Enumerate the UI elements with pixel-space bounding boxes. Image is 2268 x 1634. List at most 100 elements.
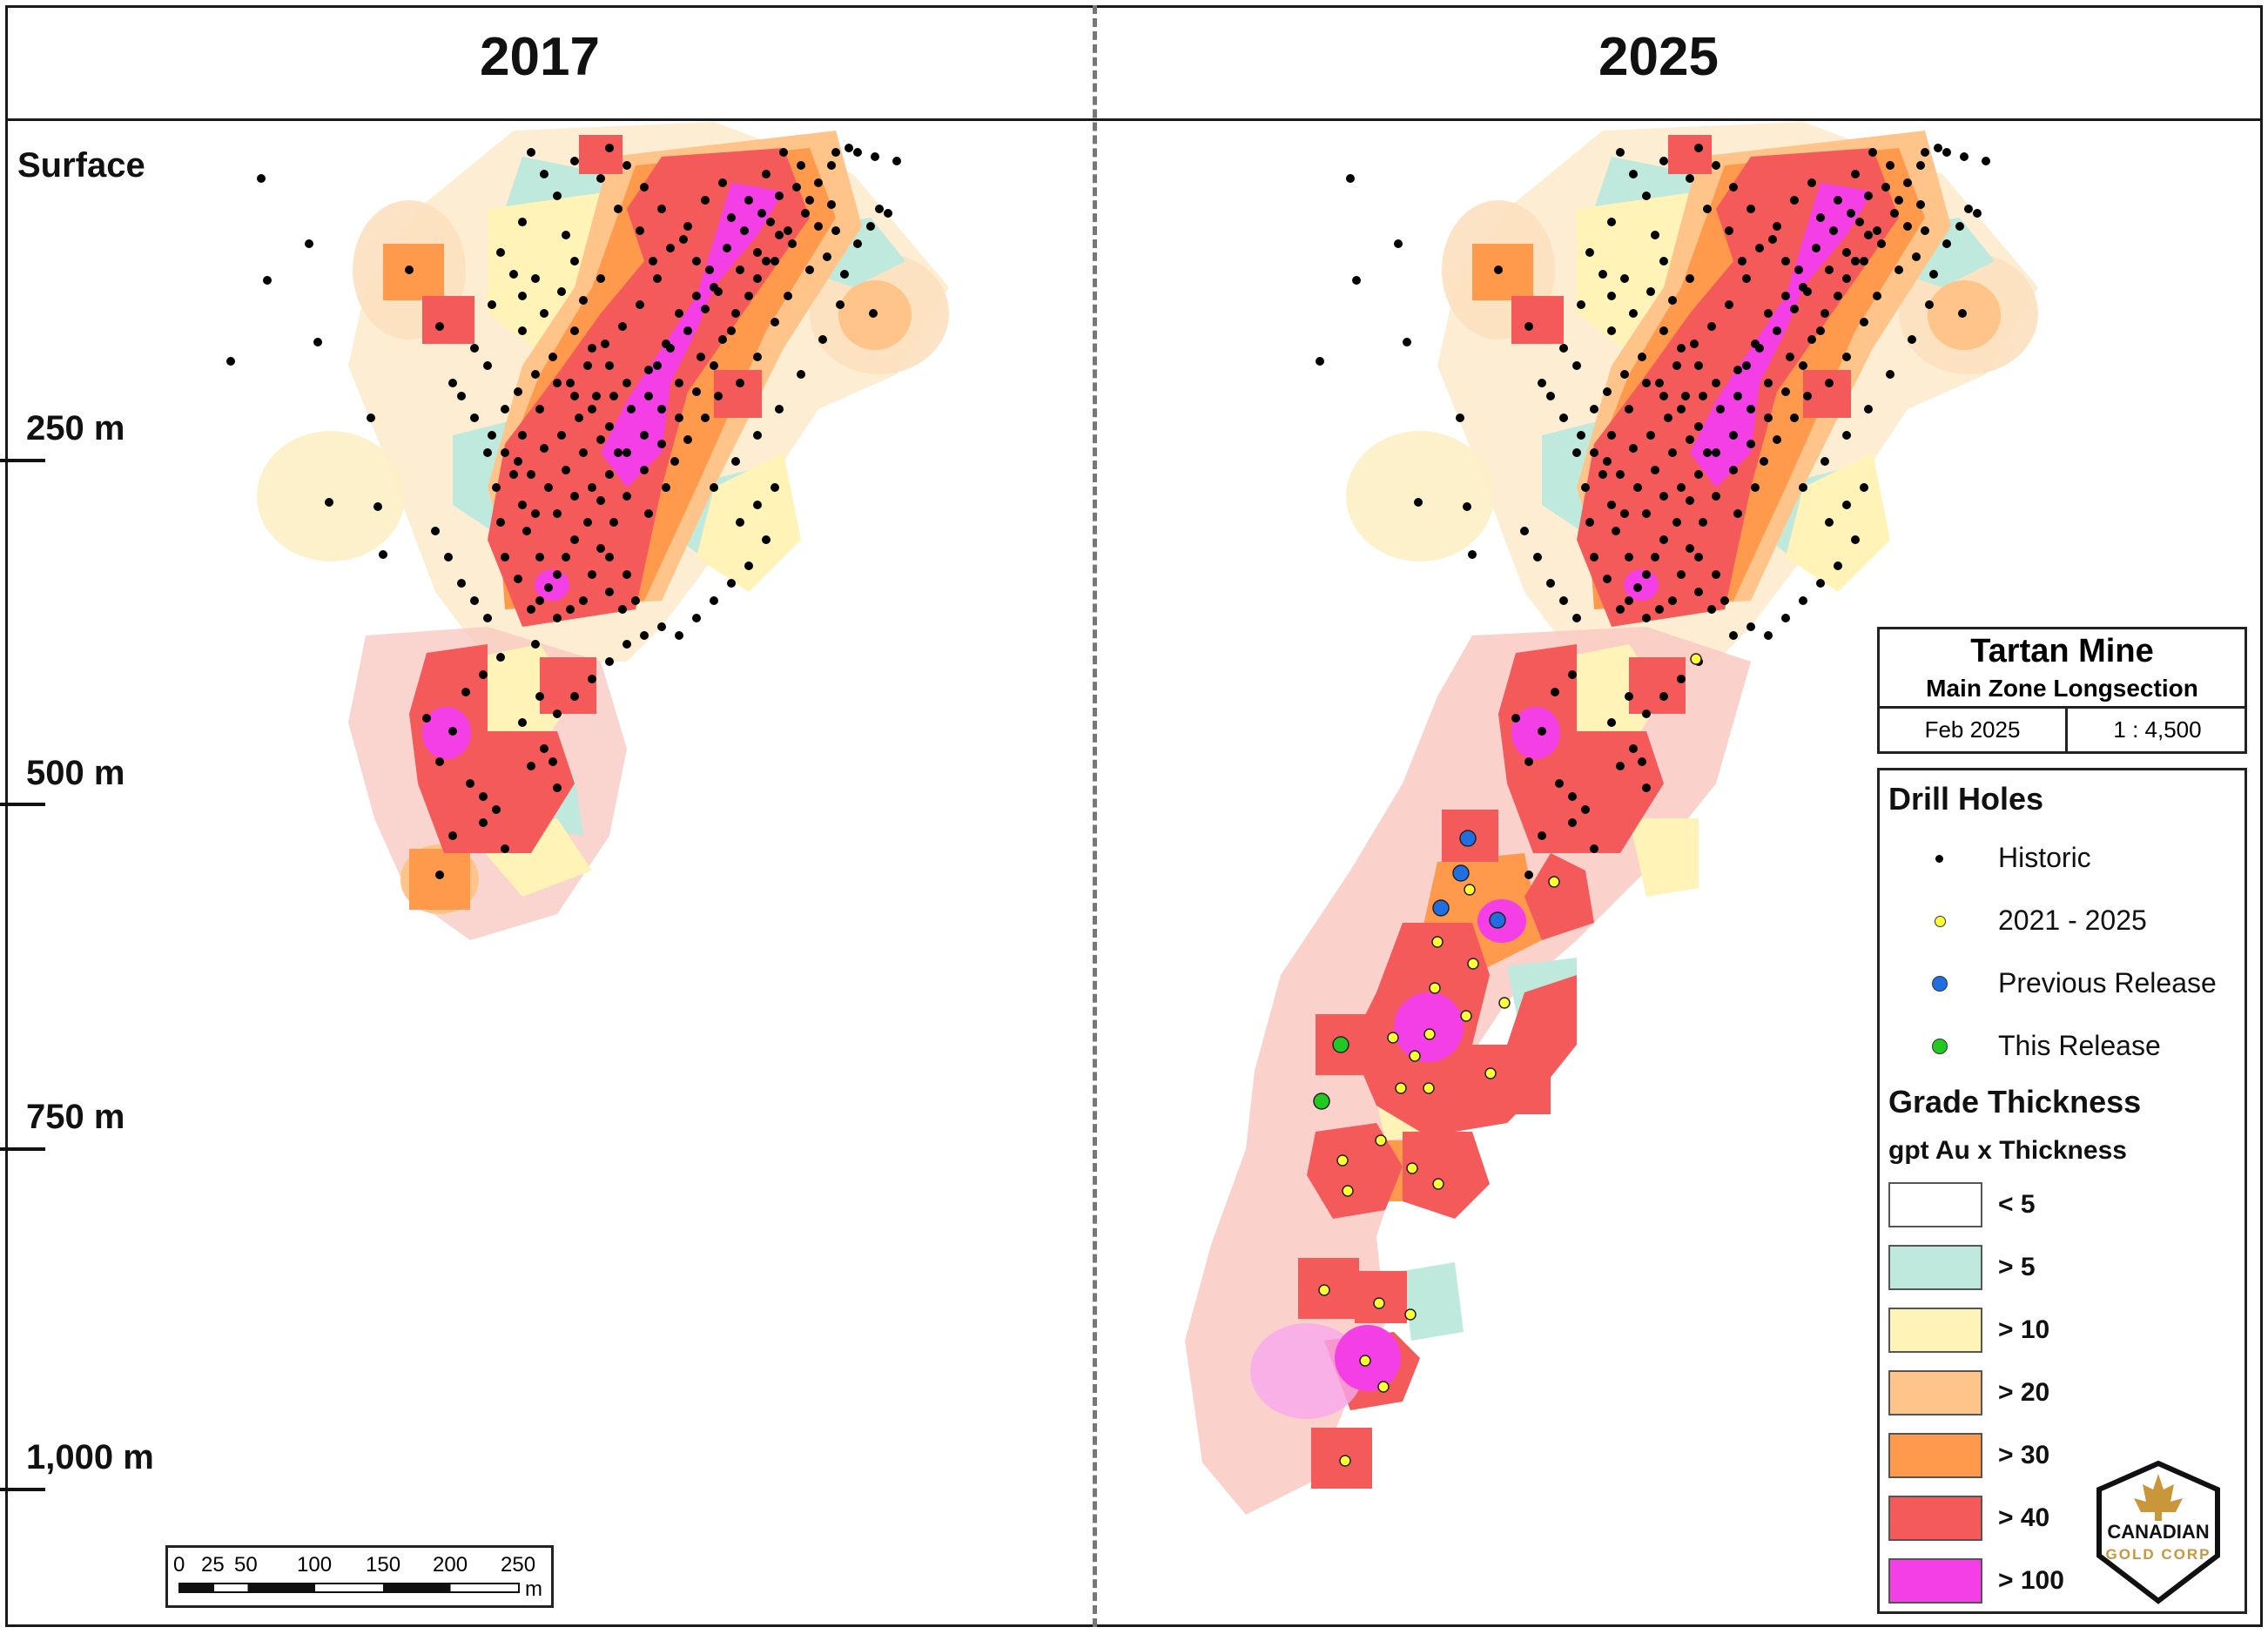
drill-hole-historic bbox=[1825, 379, 1834, 387]
drill-hole-historic bbox=[540, 744, 548, 753]
drill-hole-historic bbox=[1794, 266, 1803, 274]
title-block-subtitle: Main Zone Longsection bbox=[1926, 675, 2198, 702]
drill-hole-historic bbox=[1738, 257, 1746, 266]
drill-hole-historic bbox=[1829, 226, 1838, 235]
drill-hole-historic bbox=[605, 144, 614, 152]
drill-hole-historic bbox=[1642, 509, 1651, 518]
title-block-divider bbox=[2065, 706, 2068, 754]
drill-hole-historic bbox=[1825, 518, 1834, 527]
header-divider bbox=[5, 118, 2263, 121]
grade-gt40-zone bbox=[1498, 644, 1664, 853]
drill-hole-historic bbox=[1864, 192, 1873, 200]
drill-hole-historic bbox=[1607, 218, 1616, 226]
drill-hole-historic bbox=[744, 561, 753, 570]
drill-hole-historic bbox=[1790, 305, 1799, 313]
drill-hole-historic bbox=[1764, 379, 1773, 387]
drill-hole-historic bbox=[509, 270, 518, 279]
drill-hole-historic bbox=[601, 340, 609, 348]
drill-hole-historic bbox=[575, 414, 583, 422]
drill-hole-historic bbox=[1468, 550, 1477, 559]
drill-hole-historic bbox=[1934, 144, 1942, 152]
grade-contours-2017 bbox=[257, 122, 949, 940]
drill-hole-historic bbox=[1620, 274, 1629, 283]
drill-hole-historic bbox=[1668, 596, 1677, 605]
drill-hole-historic bbox=[488, 300, 496, 309]
drill-hole-recent bbox=[1359, 1355, 1371, 1367]
drill-hole-historic bbox=[1677, 675, 1686, 683]
legend-grade-label: > 5 bbox=[1998, 1253, 2036, 1281]
legend-grade-label: > 100 bbox=[1998, 1566, 2064, 1595]
drill-hole-historic bbox=[305, 239, 313, 248]
drill-hole-historic bbox=[1585, 518, 1594, 527]
drill-hole-recent bbox=[1460, 1010, 1472, 1022]
drill-hole-recent bbox=[1318, 1284, 1330, 1296]
depth-label-250: 250 m bbox=[26, 409, 125, 447]
drill-hole-historic bbox=[313, 338, 322, 346]
grade-gt40-zone bbox=[579, 135, 623, 174]
drill-hole-historic bbox=[736, 379, 744, 387]
drill-hole-recent bbox=[1464, 884, 1476, 896]
grade-gt10-zone bbox=[1629, 818, 1699, 897]
drill-hole-historic bbox=[605, 470, 614, 479]
drill-hole-historic bbox=[1694, 144, 1703, 152]
drill-hole-historic bbox=[675, 309, 683, 318]
drill-hole-historic bbox=[1577, 300, 1585, 309]
drill-hole-historic bbox=[570, 157, 579, 165]
drill-hole-historic bbox=[871, 152, 879, 161]
drill-hole-historic bbox=[596, 274, 605, 283]
drill-hole-historic bbox=[226, 357, 235, 366]
legend-label-historic: Historic bbox=[1998, 842, 2091, 873]
drill-hole-historic bbox=[1659, 692, 1668, 701]
drill-hole-historic bbox=[527, 762, 535, 770]
drill-hole-historic bbox=[531, 509, 540, 518]
drill-hole-historic bbox=[1733, 392, 1742, 400]
drill-hole-historic bbox=[1546, 392, 1555, 400]
drill-hole-historic bbox=[714, 287, 723, 296]
drill-hole-historic bbox=[1559, 344, 1568, 353]
drill-hole-historic bbox=[1603, 457, 1612, 466]
depth-tick-250 bbox=[0, 459, 45, 462]
halo-zone bbox=[257, 431, 405, 561]
grade-gt100-zone bbox=[1511, 707, 1560, 759]
scale-tick-label: 100 bbox=[297, 1553, 333, 1577]
drill-hole-historic bbox=[596, 544, 605, 553]
drill-hole-historic bbox=[771, 318, 779, 326]
drill-hole-historic bbox=[723, 244, 731, 252]
depth-label-surface: Surface bbox=[17, 146, 145, 185]
drill-hole-historic bbox=[435, 322, 444, 331]
drill-hole-historic bbox=[605, 657, 614, 666]
drill-hole-historic bbox=[1781, 257, 1790, 266]
drill-hole-historic bbox=[818, 335, 827, 344]
drill-hole-historic bbox=[496, 653, 505, 662]
legend-swatch-lt5 bbox=[1888, 1182, 1982, 1227]
drill-hole-historic bbox=[470, 414, 479, 422]
drill-hole-historic bbox=[596, 435, 605, 444]
drill-hole-historic bbox=[1633, 583, 1642, 592]
drill-hole-historic bbox=[518, 718, 527, 727]
drill-hole-historic bbox=[1694, 361, 1703, 370]
drill-hole-historic bbox=[771, 483, 779, 492]
legend-grade-label: > 10 bbox=[1998, 1315, 2050, 1344]
drill-hole-recent bbox=[1498, 997, 1511, 1009]
drill-hole-historic bbox=[701, 414, 710, 422]
grade-gt100-zone bbox=[422, 707, 471, 759]
drill-hole-historic bbox=[775, 192, 784, 200]
drill-hole-historic bbox=[1646, 431, 1655, 440]
drill-hole-historic bbox=[531, 640, 540, 649]
drill-hole-recent bbox=[1336, 1154, 1349, 1167]
drill-hole-historic bbox=[1598, 470, 1607, 479]
drill-hole-historic bbox=[1598, 270, 1607, 279]
drill-hole-historic bbox=[775, 231, 784, 239]
drill-hole-recent bbox=[1406, 1162, 1418, 1174]
drill-hole-previous bbox=[1452, 864, 1470, 882]
grade-gt100-zone bbox=[1690, 183, 1873, 488]
title-block: Tartan Mine Main Zone Longsection Feb 20… bbox=[1877, 627, 2247, 754]
drill-hole-previous bbox=[1459, 830, 1477, 847]
drill-hole-historic bbox=[1834, 561, 1842, 570]
drill-hole-historic bbox=[1620, 509, 1629, 518]
drill-hole-historic bbox=[1414, 498, 1423, 507]
drill-hole-historic bbox=[1781, 292, 1790, 300]
drill-hole-this-release bbox=[1313, 1093, 1330, 1110]
drill-hole-historic bbox=[1690, 340, 1699, 348]
drill-hole-historic bbox=[1712, 379, 1720, 387]
